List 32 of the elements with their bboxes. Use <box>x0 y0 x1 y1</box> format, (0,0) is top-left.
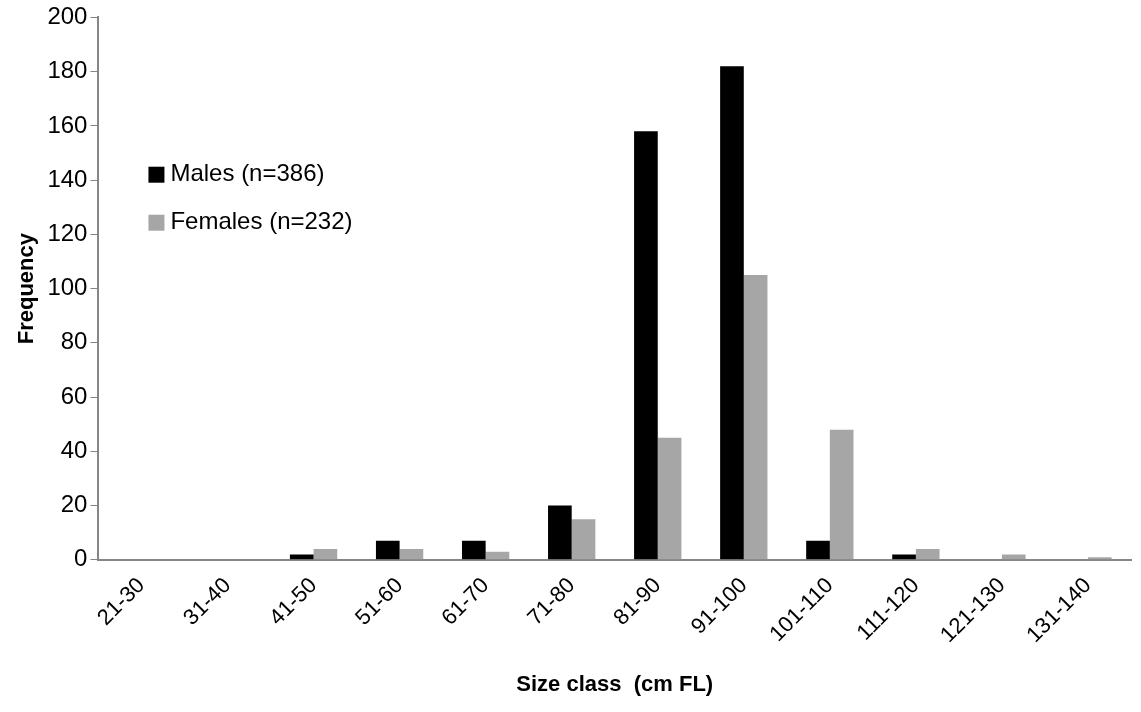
bar <box>829 429 854 560</box>
bar <box>806 540 830 560</box>
bar <box>313 548 338 560</box>
x-axis-title: Size class (cm FL) <box>516 670 714 696</box>
bar <box>1087 557 1112 560</box>
y-tick-label: 100 <box>47 273 88 301</box>
legend-label: Males (n=386) <box>170 159 325 187</box>
y-tick-label: 120 <box>47 219 88 246</box>
y-axis-title: Frequency <box>13 232 39 345</box>
y-tick-label: 200 <box>47 2 88 30</box>
bar <box>1001 554 1026 560</box>
bar <box>743 275 768 560</box>
legend-label: Females (n=232) <box>170 207 353 235</box>
y-tick-label: 60 <box>60 381 88 409</box>
y-tick-label: 40 <box>60 435 88 463</box>
bar <box>289 554 314 560</box>
bar <box>375 540 400 560</box>
bar <box>720 66 744 560</box>
y-tick-label: 180 <box>47 56 88 84</box>
y-tick-label: 160 <box>47 110 88 138</box>
bar <box>915 548 940 560</box>
bar <box>399 548 424 560</box>
y-tick-label: 80 <box>60 327 88 355</box>
bar <box>548 505 572 560</box>
bar <box>634 131 658 560</box>
bar <box>571 519 596 560</box>
y-tick-label: 20 <box>60 490 88 518</box>
bar <box>657 437 682 560</box>
y-tick-label: 0 <box>74 544 88 572</box>
bar <box>461 540 486 560</box>
y-tick-label: 140 <box>47 164 88 192</box>
bar <box>892 554 916 560</box>
